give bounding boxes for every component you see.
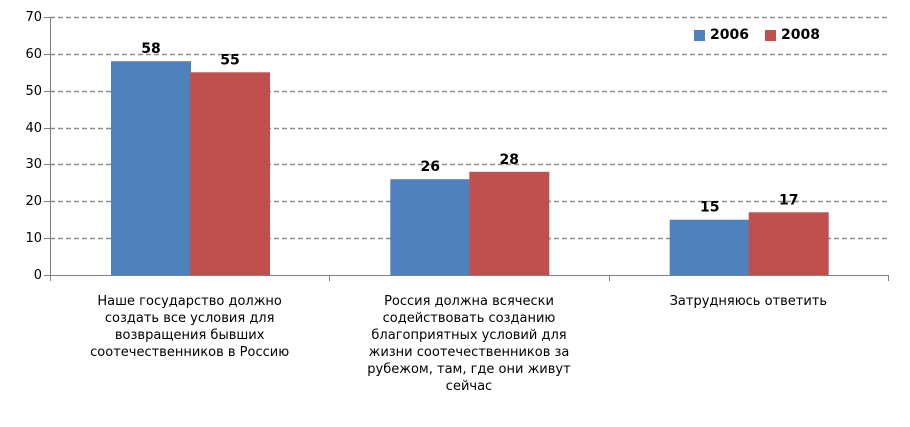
y-tick-label-50: 50 [25, 83, 42, 99]
legend-entry-2008: 2008 [764, 27, 820, 43]
value-labels: 58 26 15 55 28 17 [141, 41, 798, 216]
value-label-2006-2: 15 [700, 200, 719, 216]
category-label-1: Россия должна всячески содействовать созд… [339, 293, 599, 395]
value-label-2008-2: 17 [779, 192, 798, 208]
category-label-0: Наше государство должно создать все услов… [60, 293, 320, 361]
category-label-2: Затрудняюсь ответить [618, 293, 878, 310]
bar-2006-2 [669, 219, 750, 275]
category-label-2-line-0: Затрудняюсь ответить [669, 294, 828, 309]
category-label-1-line-1: содействовать созданию [382, 311, 556, 326]
value-label-2008-1: 28 [500, 152, 519, 168]
category-label-0-line-3: соотечественников в Россию [90, 345, 290, 360]
category-label-1-line-0: Россия должна всячески [384, 294, 554, 309]
bar-2006-1 [390, 179, 471, 275]
y-tick-label-70: 70 [25, 9, 42, 25]
category-label-0-line-2: возвращения бывших [114, 328, 265, 343]
chart-legend: 2006 2008 [694, 27, 836, 43]
legend-swatch-2008 [764, 29, 776, 41]
value-label-2006-1: 26 [421, 159, 440, 175]
legend-swatch-2006 [694, 29, 705, 41]
bar-2008-1 [469, 171, 550, 275]
y-tick-label-20: 20 [25, 193, 42, 209]
category-label-1-line-2: благоприятных условий для [371, 328, 567, 343]
category-label-1-line-4: рубежом, там, где они живут [367, 362, 571, 377]
y-tick-label-60: 60 [25, 46, 42, 62]
category-label-0-line-0: Наше государство должно [97, 294, 282, 309]
category-label-1-line-5: сейчас [445, 379, 493, 394]
legend-label-2006: 2006 [710, 27, 749, 43]
y-tick-label-10: 10 [25, 230, 42, 246]
value-label-2006-0: 58 [141, 41, 160, 57]
category-label-0-line-1: создать все условия для [104, 311, 275, 326]
bars [111, 61, 829, 276]
axes [44, 17, 889, 281]
legend-entry-2006: 2006 [694, 27, 749, 43]
category-label-1-line-3: жизни соотечественников за [368, 345, 570, 360]
bar-2006-0 [111, 61, 191, 276]
value-label-2008-0: 55 [220, 52, 239, 68]
y-tick-label-40: 40 [25, 120, 42, 136]
y-tick-label-30: 30 [25, 156, 42, 172]
legend-label-2008: 2008 [780, 27, 820, 43]
y-tick-label-0: 0 [33, 267, 42, 283]
bar-2008-0 [190, 72, 270, 275]
bar-2008-2 [748, 212, 829, 275]
